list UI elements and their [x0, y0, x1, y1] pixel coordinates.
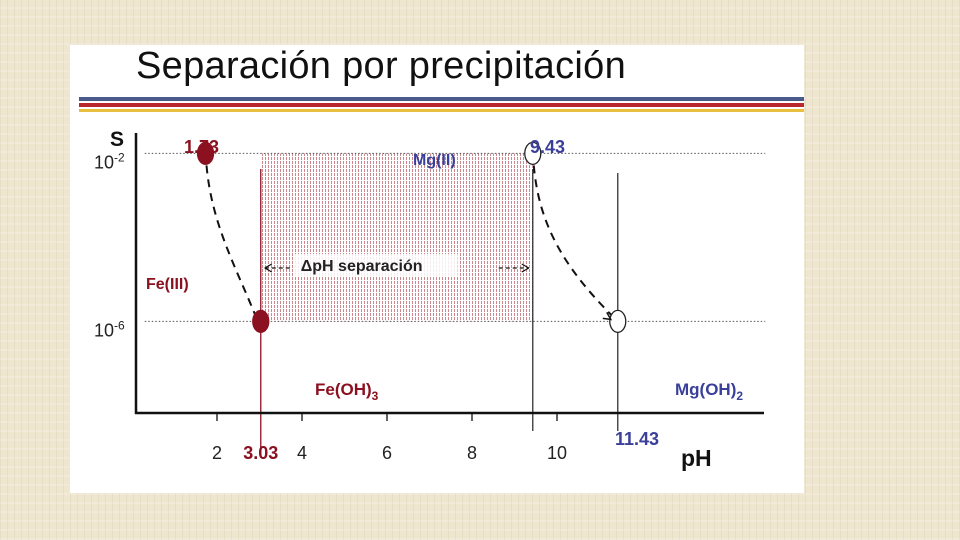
separation-label-bg — [294, 254, 458, 276]
separation-arrow-right-head — [521, 263, 530, 273]
x-axis-label: pH — [681, 445, 712, 471]
fe-end-marker — [252, 309, 270, 334]
mg-precipitate-label: Mg(OH)2 — [675, 380, 743, 403]
series-label-fe: Fe(III) — [146, 276, 189, 293]
x-tick-label: 2 — [212, 443, 222, 463]
x-tick-label: 8 — [467, 443, 477, 463]
x-tick-label: 4 — [297, 443, 307, 463]
mg-curve-arrowhead — [602, 312, 613, 321]
separation-band — [260, 153, 533, 322]
fe-end-ph-label: 3.03 — [243, 443, 278, 463]
mg-curve — [532, 165, 614, 318]
mg-start-marker — [524, 141, 542, 166]
title-rule-red — [79, 103, 804, 107]
mg-end-ph-label: 11.43 — [615, 429, 659, 449]
separation-arrow-left-head — [264, 263, 273, 273]
slide: Separación por precipitación S pH 2 4 6 8 10… — [70, 45, 804, 493]
slide-title: Separación por precipitación — [136, 45, 627, 87]
precipitation-chart: S pH 2 4 6 8 10 10-2 10-6 ΔpH separación Fe(III… — [94, 128, 766, 471]
mg-end-marker — [609, 309, 627, 334]
separation-label: ΔpH separación — [301, 258, 423, 275]
y-tick-label: 10-2 — [94, 150, 125, 172]
y-tick-label: 10-6 — [94, 318, 125, 340]
title-rule-blue — [79, 97, 804, 101]
fe-start-ph-label: 1.73 — [184, 137, 219, 157]
fe-precipitate-label: Fe(OH)3 — [315, 380, 379, 403]
title-rule-yellow — [79, 109, 804, 112]
fe-start-marker — [196, 141, 215, 166]
y-axis-label: S — [110, 128, 124, 151]
series-label-mg: Mg(II) — [413, 152, 456, 169]
mg-start-ph-label: 9.43 — [530, 137, 565, 157]
x-tick-label: 6 — [382, 443, 392, 463]
fe-curve — [205, 165, 257, 317]
x-tick-label: 10 — [547, 443, 567, 463]
